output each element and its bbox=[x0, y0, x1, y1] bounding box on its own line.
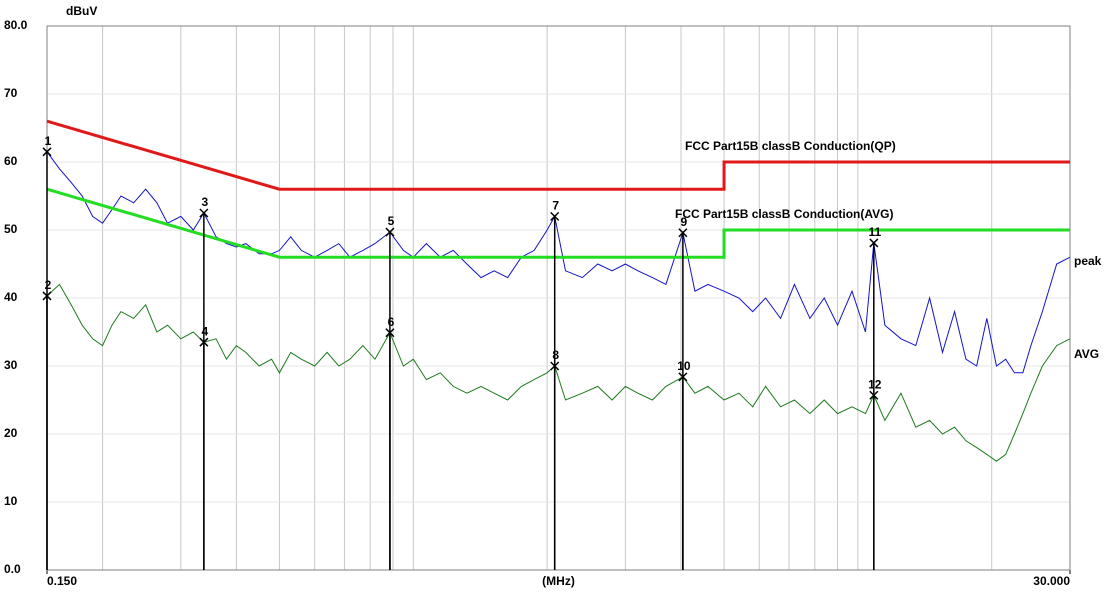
marker-label: 5 bbox=[388, 214, 395, 228]
y-tick-label: 10 bbox=[4, 494, 18, 508]
marker bbox=[385, 227, 395, 237]
marker-label: 4 bbox=[202, 324, 209, 338]
marker bbox=[199, 208, 209, 218]
marker-label: 8 bbox=[552, 348, 559, 362]
marker bbox=[869, 390, 879, 400]
y-axis-label: dBuV bbox=[66, 4, 97, 18]
marker-label: 2 bbox=[45, 278, 52, 292]
series-line bbox=[46, 151, 1071, 374]
series-line bbox=[46, 187, 1070, 259]
marker-label: 3 bbox=[202, 195, 209, 209]
marker-label: 7 bbox=[552, 199, 559, 213]
y-tick-label: 70 bbox=[4, 86, 18, 100]
x-tick-label: 0.150 bbox=[47, 574, 77, 588]
y-tick-label: 80.0 bbox=[4, 18, 28, 32]
marker bbox=[199, 337, 209, 347]
series-label: FCC Part15B classB Conduction(AVG) bbox=[675, 207, 893, 221]
marker bbox=[42, 147, 52, 157]
y-tick-label: 20 bbox=[4, 426, 18, 440]
marker-label: 12 bbox=[868, 377, 882, 391]
series-label: peak bbox=[1074, 254, 1102, 268]
y-tick-label: 50 bbox=[4, 222, 18, 236]
y-tick-label: 60 bbox=[4, 154, 18, 168]
marker bbox=[385, 328, 395, 338]
marker-label: 1 bbox=[45, 134, 52, 148]
marker-label: 11 bbox=[868, 225, 881, 239]
x-tick-label: 30.000 bbox=[1033, 574, 1070, 588]
marker bbox=[550, 211, 560, 221]
y-tick-label: 40 bbox=[4, 290, 18, 304]
marker bbox=[678, 228, 688, 238]
series-label: AVG bbox=[1074, 347, 1099, 361]
marker bbox=[550, 361, 560, 371]
y-tick-label: 0.0 bbox=[4, 562, 21, 576]
marker-label: 6 bbox=[388, 315, 395, 329]
marker-label: 10 bbox=[677, 359, 691, 373]
y-tick-label: 30 bbox=[4, 358, 18, 372]
series-line bbox=[46, 119, 1070, 191]
marker-label: 9 bbox=[681, 215, 688, 229]
marker bbox=[42, 291, 52, 301]
series-label: FCC Part15B classB Conduction(QP) bbox=[685, 139, 896, 153]
x-axis-label: (MHz) bbox=[542, 574, 575, 588]
marker bbox=[869, 238, 879, 248]
marker bbox=[678, 372, 688, 382]
